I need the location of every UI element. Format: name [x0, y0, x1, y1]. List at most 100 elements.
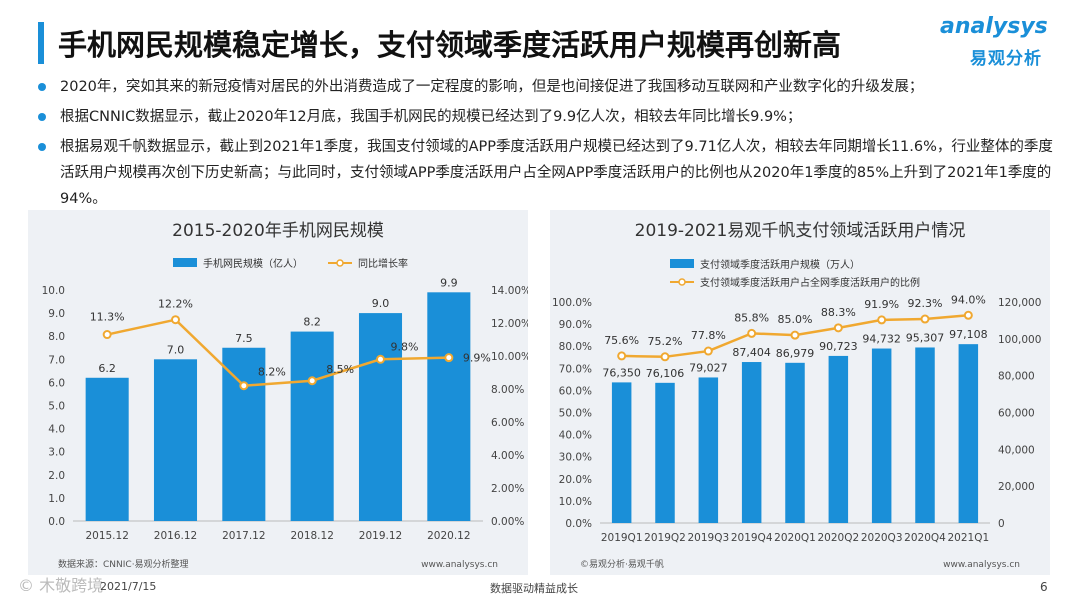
- left-axis-tick: 20.0%: [559, 474, 592, 486]
- bar: [698, 377, 719, 523]
- watermark: © 木敬跨境: [18, 576, 104, 595]
- right-axis-tick: 100,000: [998, 334, 1041, 346]
- left-axis-tick: 50.0%: [559, 408, 592, 420]
- right-axis-tick: 80,000: [998, 371, 1035, 383]
- legend-marker-icon: [336, 259, 344, 267]
- legend-label: 支付领域季度活跃用户规模（万人）: [700, 258, 860, 271]
- bar: [785, 362, 805, 523]
- left-axis-tick: 6.0: [48, 377, 65, 389]
- legend-label: 手机网民规模（亿人）: [203, 257, 303, 270]
- left-axis-tick: 40.0%: [559, 430, 592, 442]
- line-data-label: 92.3%: [908, 297, 943, 310]
- x-axis-tick: 2020Q4: [904, 532, 946, 544]
- left-axis-tick: 10.0: [42, 285, 65, 297]
- chart-panel-mobile-users: 2015-2020年手机网民规模 手机网民规模（亿人） 同比增长率 0.0 1.0 2.0…: [28, 210, 528, 575]
- line-data-label: 9.9%: [463, 352, 491, 365]
- line-data-label: 91.9%: [864, 298, 899, 311]
- line-data-label: 11.3%: [90, 311, 125, 324]
- page-number: 6: [1040, 580, 1048, 594]
- line-data-label: 12.2%: [158, 298, 193, 311]
- line-data-label: 75.6%: [604, 334, 639, 347]
- left-axis-tick: 5.0: [48, 401, 65, 413]
- line-point: [171, 315, 180, 325]
- chart-panel-payment-users: 2019-2021易观千帆支付领域活跃用户情况支付领域季度活跃用户规模（万人） 支…: [550, 210, 1050, 575]
- line-data-label: 85.8%: [734, 311, 769, 324]
- left-axis-tick: 30.0%: [559, 452, 592, 464]
- bar: [611, 382, 632, 523]
- bar: [153, 359, 198, 521]
- bullet-item: 根据易观千帆数据显示，截止到2021年1季度，我国支付领域的APP季度活跃用户规…: [36, 134, 1056, 212]
- bar-data-label: 9.0: [372, 297, 390, 310]
- site-url: www.analysys.cn: [943, 560, 1020, 570]
- bar-data-label: 7.5: [235, 332, 253, 345]
- line-data-label: 8.5%: [326, 363, 354, 376]
- legend-label: 支付领域季度活跃用户占全网季度活跃用户的比例: [700, 276, 920, 289]
- legend-marker-icon: [678, 278, 686, 286]
- chart-title: 2015-2020年手机网民规模: [172, 221, 384, 241]
- left-axis-tick: 80.0%: [559, 341, 592, 353]
- bullet-list: 2020年，突如其来的新冠疫情对居民的外出消费造成了一定程度的影响，但是也间接促…: [36, 74, 1056, 216]
- right-axis-tick: 0: [998, 518, 1005, 530]
- bullet-item: 2020年，突如其来的新冠疫情对居民的外出消费造成了一定程度的影响，但是也间接促…: [36, 74, 1056, 100]
- bar: [290, 331, 334, 521]
- legend-label: 同比增长率: [358, 257, 408, 270]
- line-data-label: 77.8%: [691, 329, 726, 342]
- line-data-label: 8.2%: [258, 366, 286, 379]
- source-note: 数据来源：CNNIC·易观分析整理: [58, 558, 189, 570]
- x-axis-tick: 2016.12: [154, 530, 197, 542]
- logo-text-cn: 易观分析: [970, 49, 1042, 69]
- left-axis-tick: 9.0: [48, 308, 65, 320]
- line-point: [920, 314, 930, 324]
- right-axis-tick: 20,000: [998, 481, 1035, 493]
- footer-date: 2021/7/15: [100, 580, 157, 593]
- bar-data-label: 76,106: [646, 367, 685, 380]
- bullet-dot-icon: [38, 83, 46, 91]
- left-axis-tick: 100.0%: [552, 297, 592, 309]
- bar-data-label: 9.9: [440, 276, 458, 289]
- left-axis-tick: 10.0%: [559, 496, 592, 508]
- x-axis-tick: 2018.12: [290, 530, 333, 542]
- bar: [85, 377, 129, 521]
- bar-data-label: 94,732: [862, 333, 901, 346]
- bullet-dot-icon: [38, 143, 46, 151]
- left-axis-tick: 3.0: [48, 447, 65, 459]
- right-axis-tick: 6.00%: [491, 417, 524, 429]
- left-axis-tick: 4.0: [48, 424, 65, 436]
- line-data-label: 75.2%: [648, 335, 683, 348]
- bar-data-label: 87,404: [732, 346, 771, 359]
- line-point: [660, 352, 670, 362]
- bar: [958, 344, 979, 523]
- bullet-dot-icon: [38, 113, 46, 121]
- page-title: 手机网民规模稳定增长，支付领域季度活跃用户规模再创新高: [58, 28, 842, 62]
- line-point: [617, 351, 627, 361]
- line-point: [833, 323, 843, 333]
- bar: [915, 347, 935, 523]
- left-axis-tick: 7.0: [48, 354, 65, 366]
- bar: [655, 382, 675, 523]
- left-axis-tick: 70.0%: [559, 363, 592, 375]
- site-url: www.analysys.cn: [421, 560, 498, 570]
- legend-bar-swatch-icon: [173, 258, 197, 267]
- bullet-text: 2020年，突如其来的新冠疫情对居民的外出消费造成了一定程度的影响，但是也间接促…: [60, 79, 924, 95]
- left-axis-tick: 90.0%: [559, 319, 592, 331]
- x-axis-tick: 2020Q1: [774, 532, 816, 544]
- left-axis-tick: 8.0: [48, 331, 65, 343]
- line-data-label: 85.0%: [778, 313, 813, 326]
- left-axis-tick: 2.0: [48, 470, 65, 482]
- x-axis-tick: 2020Q3: [861, 532, 903, 544]
- x-axis-tick: 2019Q2: [644, 532, 686, 544]
- bar-data-label: 95,307: [906, 331, 945, 344]
- title-accent-bar: [38, 22, 44, 64]
- line-point: [703, 346, 713, 356]
- chart-title: 2019-2021易观千帆支付领域活跃用户情况: [635, 221, 966, 241]
- bar: [871, 348, 892, 523]
- x-axis-tick: 2019Q4: [731, 532, 773, 544]
- line-data-label: 88.3%: [821, 306, 856, 319]
- right-axis-tick: 40,000: [998, 444, 1035, 456]
- bar-data-label: 7.0: [167, 343, 185, 356]
- x-axis-tick: 2020.12: [427, 530, 470, 542]
- right-axis-tick: 120,000: [998, 297, 1041, 309]
- line-point: [877, 315, 887, 325]
- bar: [222, 347, 266, 521]
